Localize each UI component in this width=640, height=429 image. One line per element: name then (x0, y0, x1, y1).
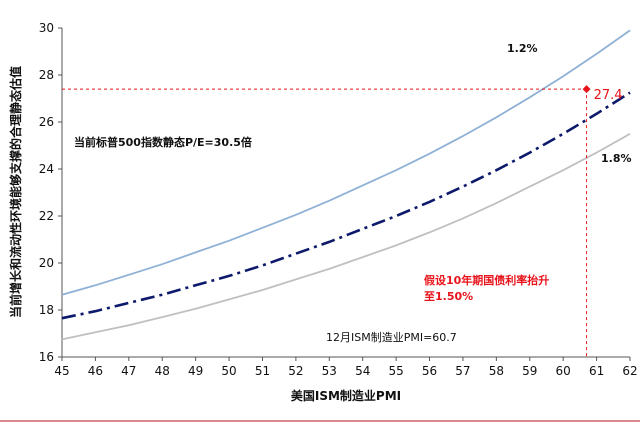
x-tick-label: 51 (255, 364, 270, 378)
x-tick-label: 55 (388, 364, 403, 378)
highlight-point-marker (582, 85, 591, 94)
x-tick-label: 50 (221, 364, 236, 378)
x-tick-label: 49 (188, 364, 203, 378)
series-line-1 (61, 29, 631, 296)
x-tick-label: 47 (121, 364, 136, 378)
rate-annotation-line2: 至1.50% (424, 290, 473, 303)
rate-annotation-line1: 假设10年期国债利率抬升 (424, 273, 549, 287)
y-axis-title: 当前增长和流动性环境能够支撑的合理静态估值 (8, 66, 23, 318)
x-tick-label: 54 (355, 364, 370, 378)
y-tick-label: 20 (39, 256, 54, 270)
y-tick-label: 30 (39, 21, 54, 35)
x-tick-label: 62 (622, 364, 637, 378)
x-tick-label: 60 (556, 364, 571, 378)
series-label-1-2pct: 1.2% (507, 42, 538, 55)
x-tick-label: 58 (489, 364, 504, 378)
series-line-3 (61, 133, 631, 341)
y-tick-label: 18 (39, 303, 54, 317)
x-tick-label: 48 (155, 364, 170, 378)
x-tick-label: 57 (455, 364, 470, 378)
highlight-value-label: 27.4 (594, 88, 623, 103)
x-tick-label: 45 (54, 364, 69, 378)
x-tick-label: 59 (522, 364, 537, 378)
x-tick-label: 61 (589, 364, 604, 378)
x-tick-label: 52 (288, 364, 303, 378)
x-tick-label: 56 (422, 364, 437, 378)
y-tick-label: 24 (39, 162, 54, 176)
y-tick-label: 16 (39, 350, 54, 364)
pe-annotation: 当前标普500指数静态P/E=30.5倍 (74, 135, 252, 149)
pmi-annotation: 12月ISM制造业PMI=60.7 (326, 330, 457, 344)
y-tick-label: 26 (39, 115, 54, 129)
x-axis-title: 美国ISM制造业PMI (291, 388, 401, 403)
x-tick-label: 46 (88, 364, 103, 378)
y-tick-label: 22 (39, 209, 54, 223)
y-tick-label: 28 (39, 68, 54, 82)
x-tick-label: 53 (322, 364, 337, 378)
series-label-1-8pct: 1.8% (601, 152, 632, 165)
